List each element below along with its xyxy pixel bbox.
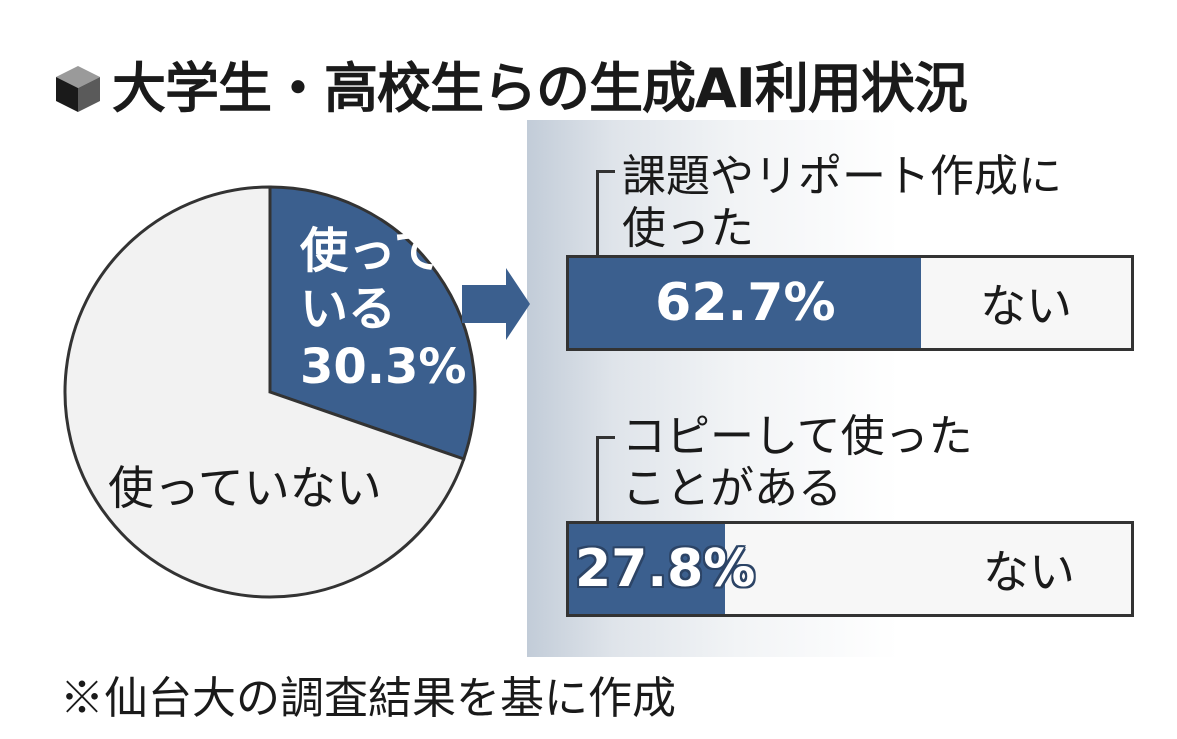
bar-1-value: 62.7%: [655, 273, 836, 333]
question-1-line2: 使った: [622, 203, 754, 254]
pie-value-used: 30.3%: [300, 339, 467, 395]
pie-label-used: 使って いる 30.3%: [300, 222, 467, 396]
pie-label-not-used: 使っていない: [108, 461, 382, 515]
bar-1: 62.7% ない: [566, 255, 1134, 351]
chart-title: 大学生・高校生らの生成AI利用状況: [112, 57, 968, 120]
bar-1-rest-label: ない: [980, 279, 1073, 333]
pie-slice-used: [268, 185, 477, 461]
pie-slices: [63, 185, 477, 599]
bar-2-value: 27.8%: [575, 539, 756, 599]
bar-2: 27.8% ない: [566, 521, 1134, 617]
cube-icon: [56, 66, 100, 112]
question-1-bracket: [596, 170, 615, 261]
bar-1-fill: [569, 258, 922, 348]
source-note: ※仙台大の調査結果を基に作成: [60, 673, 676, 724]
arrow-icon: [462, 268, 530, 340]
question-2-line2: ことがある: [622, 463, 842, 514]
question-2-bracket: [596, 436, 615, 527]
pie-label-used-line1: 使って: [300, 223, 442, 279]
question-2-line1: コピーして使った: [622, 411, 973, 462]
bar-2-fill: [569, 524, 726, 614]
question-1-line1: 課題やリポート作成に: [622, 151, 1062, 202]
bar-2-rest-label: ない: [983, 545, 1075, 599]
pie-label-used-line2: いる: [300, 281, 397, 337]
pie-slice-not-used: [63, 185, 466, 599]
